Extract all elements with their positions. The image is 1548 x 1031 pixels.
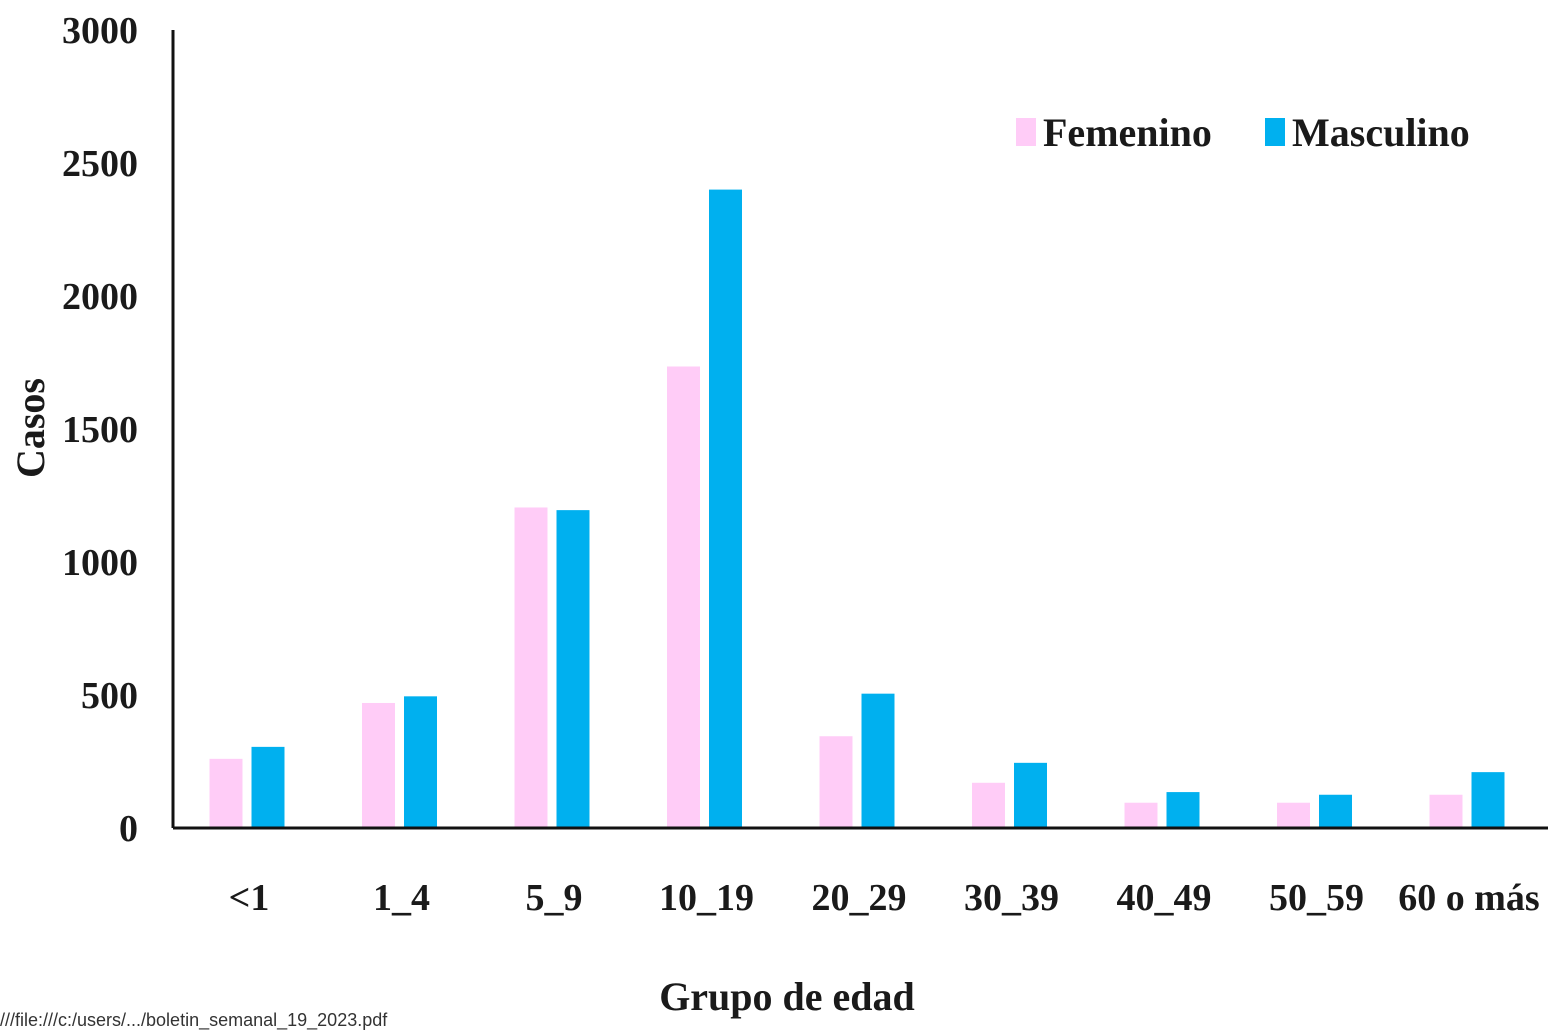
- legend-swatch-femenino: [1016, 118, 1036, 146]
- bar-masculino: [251, 746, 285, 828]
- legend-label-femenino: Femenino: [1043, 110, 1212, 155]
- bar-femenino: [667, 366, 700, 828]
- bar-femenino: [362, 702, 395, 828]
- legend-label-masculino: Masculino: [1292, 110, 1470, 155]
- x-tick-label: 40_49: [1117, 877, 1212, 919]
- x-tick-label: 20_29: [812, 877, 907, 919]
- y-axis-tick-labels: 0 500 1000 1500 2000 2500 3000: [62, 10, 138, 850]
- bar-masculino: [1319, 794, 1352, 828]
- bar-masculino: [709, 189, 742, 829]
- footer-file-path: ///file:///c:/users/.../boletin_semanal_…: [0, 1010, 388, 1030]
- x-tick-label: 5_9: [526, 877, 583, 919]
- y-tick-label: 0: [119, 808, 138, 850]
- bars-group: [209, 189, 1505, 829]
- x-tick-label: 60 o más: [1398, 877, 1539, 919]
- bar-masculino: [404, 696, 437, 828]
- bar-femenino: [819, 736, 853, 828]
- bar-masculino: [1166, 792, 1200, 828]
- x-tick-label: 1_4: [373, 877, 430, 919]
- y-tick-label: 2500: [62, 143, 138, 185]
- x-tick-label: <1: [229, 877, 270, 919]
- bar-masculino: [556, 510, 590, 828]
- bar-femenino: [1429, 794, 1463, 828]
- bar-femenino: [1277, 802, 1310, 828]
- y-tick-label: 1000: [62, 542, 138, 584]
- bar-femenino: [972, 782, 1005, 828]
- y-tick-label: 3000: [62, 10, 138, 52]
- x-tick-label: 30_39: [964, 877, 1059, 919]
- y-axis-title: Casos: [8, 378, 53, 478]
- bar-masculino: [861, 693, 895, 828]
- x-tick-label: 10_19: [659, 877, 754, 919]
- x-axis-title: Grupo de edad: [659, 974, 915, 1019]
- bar-femenino: [1124, 802, 1158, 828]
- x-axis-category-labels: <1 1_4 5_9 10_19 20_29 30_39 40_49 50_59 60 o má…: [229, 877, 1540, 919]
- y-tick-label: 500: [81, 675, 138, 717]
- x-tick-label: 50_59: [1269, 877, 1364, 919]
- bar-femenino: [209, 758, 243, 828]
- legend-swatch-masculino: [1265, 118, 1285, 146]
- bar-masculino: [1014, 762, 1047, 828]
- bar-femenino: [514, 507, 548, 828]
- bar-masculino: [1471, 772, 1505, 828]
- y-tick-label: 1500: [62, 409, 138, 451]
- legend: Femenino Masculino: [1016, 110, 1470, 155]
- y-tick-label: 2000: [62, 276, 138, 318]
